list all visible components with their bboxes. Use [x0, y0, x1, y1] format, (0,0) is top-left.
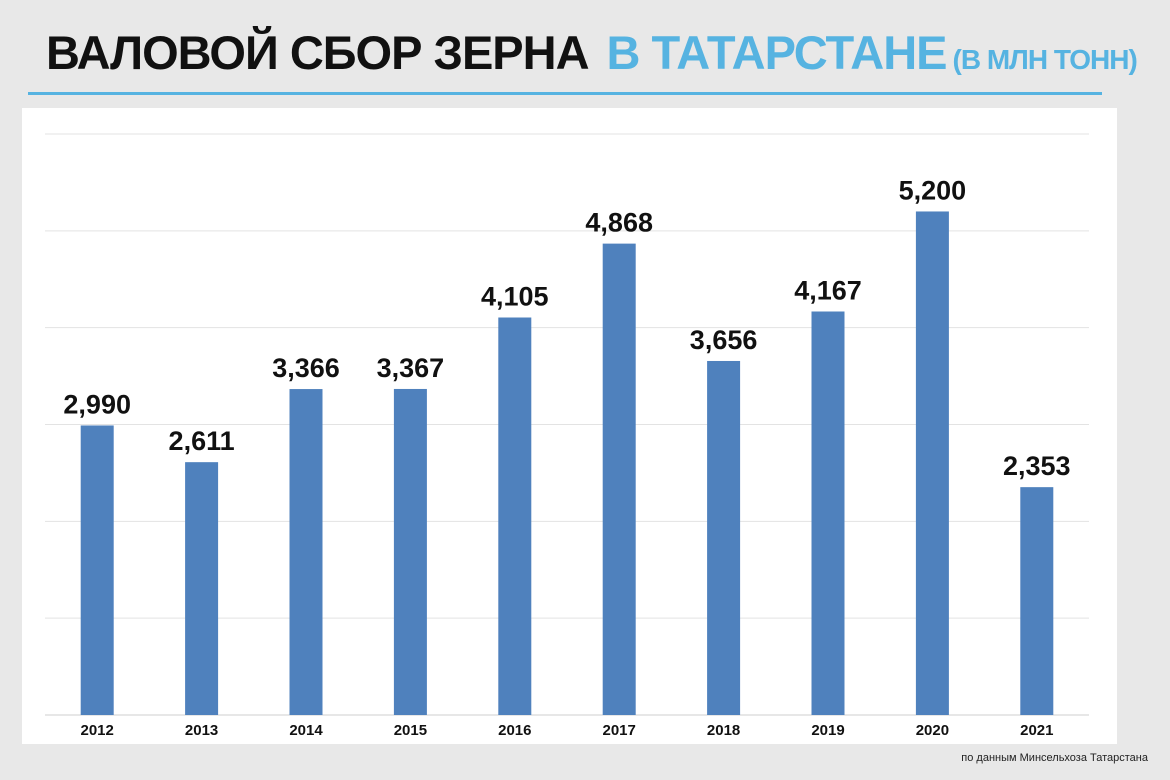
- bar-chart: 2,990 2012 2,611 2013 3,366 2014 3,367 2015 4,10…: [45, 133, 1089, 739]
- data-label: 4,105: [481, 281, 549, 311]
- data-label: 2,353: [1003, 451, 1071, 481]
- data-label: 3,366: [272, 353, 340, 383]
- bar: [1020, 487, 1054, 715]
- x-tick-label: 2016: [498, 722, 531, 739]
- title-region: В ТАТАРСТАНЕ: [606, 26, 948, 79]
- bar: [707, 360, 741, 715]
- data-label: 2,611: [169, 426, 235, 456]
- chart-title: ВАЛОВОЙ СБОР ЗЕРНА В ТАТАРСТАНЕ (В МЛН ТОН…: [46, 18, 1138, 95]
- x-tick-label: 2013: [185, 722, 218, 739]
- chart-panel: 2,990 2012 2,611 2013 3,366 2014 3,367 2015 4,10…: [22, 108, 1117, 744]
- x-tick-label: 2015: [394, 722, 427, 739]
- title-unit: (В МЛН ТОНН): [952, 44, 1138, 75]
- bar: [80, 425, 114, 715]
- source-footnote: по данным Минсельхоза Татарстана: [961, 752, 1148, 764]
- data-label: 4,167: [794, 275, 862, 305]
- data-label: 3,656: [690, 325, 758, 355]
- data-label: 5,200: [899, 175, 967, 205]
- bar: [498, 317, 532, 715]
- data-label: 3,367: [377, 353, 445, 383]
- data-label: 4,868: [585, 208, 653, 238]
- bar: [185, 462, 219, 715]
- bar: [602, 243, 636, 715]
- x-tick-label: 2021: [1020, 722, 1053, 739]
- x-tick-label: 2020: [916, 722, 949, 739]
- x-tick-label: 2018: [707, 722, 740, 739]
- bar: [393, 388, 427, 715]
- x-tick-label: 2019: [811, 722, 844, 739]
- x-tick-label: 2012: [81, 722, 114, 739]
- title-underline: [28, 92, 1102, 95]
- bar: [915, 211, 949, 715]
- bar: [289, 389, 323, 715]
- data-label: 2,990: [63, 389, 131, 419]
- x-tick-label: 2014: [289, 722, 323, 739]
- x-tick-label: 2017: [603, 722, 636, 739]
- bar: [811, 311, 845, 715]
- title-main: ВАЛОВОЙ СБОР ЗЕРНА: [46, 26, 590, 79]
